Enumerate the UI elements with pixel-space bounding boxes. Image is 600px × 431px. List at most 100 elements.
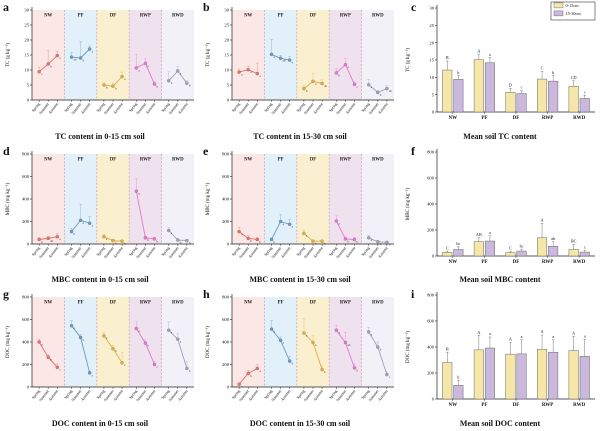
svg-text:0-15cm: 0-15cm [566, 3, 580, 8]
panel-h: h NW PF DF RWP RWD 0 200 400 600 800 DOC (mg kg⁻¹)… [200, 287, 400, 431]
svg-text:25: 25 [224, 23, 229, 28]
panel-b: b NW PF DF RWP RWD 0 5 10 15 20 25 30 TC (g kg⁻¹) a Sp… [200, 0, 400, 144]
svg-text:0: 0 [27, 241, 30, 246]
svg-text:Autumn: Autumn [344, 245, 356, 258]
svg-text:c: c [156, 365, 158, 369]
svg-text:DOC (mg kg⁻¹): DOC (mg kg⁻¹) [205, 326, 211, 358]
svg-text:b: b [347, 239, 349, 243]
svg-text:800: 800 [222, 151, 230, 156]
regions: NW PF DF RWP RWD [32, 10, 194, 100]
svg-text:a: a [106, 337, 108, 341]
svg-text:RWP: RWP [340, 14, 351, 19]
svg-text:b: b [315, 241, 317, 245]
svg-text:Autumn: Autumn [177, 389, 189, 402]
svg-text:CD: CD [571, 75, 577, 80]
svg-text:5: 5 [432, 92, 435, 97]
svg-text:NW: NW [448, 116, 457, 121]
svg-text:800: 800 [22, 151, 30, 156]
svg-text:c: c [59, 368, 61, 372]
svg-text:ab: ab [551, 236, 555, 241]
panel-a-chart: NW PF DF RWP RWD 0 5 10 15 20 25 30 TC (g kg⁻¹) c Spri… [5, 7, 194, 115]
svg-text:A: A [541, 330, 544, 335]
svg-text:MBC (mg kg⁻¹): MBC (mg kg⁻¹) [205, 182, 211, 215]
svg-text:Autumn: Autumn [377, 102, 389, 115]
svg-text:Spring: Spring [263, 245, 274, 256]
svg-text:b: b [147, 344, 149, 348]
svg-text:a: a [180, 340, 182, 344]
bars: Cbc NW AB a PF C bc DF Aab RWP BC c RWD [442, 217, 590, 265]
svg-text:RWD: RWD [372, 301, 384, 306]
svg-text:PF: PF [78, 301, 84, 306]
svg-text:PF: PF [78, 157, 84, 162]
svg-text:NW: NW [44, 14, 52, 19]
svg-text:30: 30 [24, 8, 29, 13]
svg-text:5: 5 [227, 83, 230, 88]
svg-text:15: 15 [429, 58, 434, 63]
regions: NW PF DF RWP RWD [232, 10, 394, 100]
svg-text:b: b [292, 61, 294, 65]
svg-text:Spring: Spring [263, 389, 274, 400]
svg-text:Autumn: Autumn [279, 389, 291, 402]
svg-text:a: a [41, 343, 43, 347]
svg-text:a: a [138, 191, 140, 195]
svg-text:Autumn: Autumn [79, 102, 91, 115]
svg-text:RWD: RWD [172, 301, 184, 306]
svg-text:b: b [156, 85, 158, 89]
svg-text:Spring: Spring [160, 102, 171, 113]
svg-text:Autumn: Autumn [112, 245, 124, 258]
svg-text:10: 10 [224, 68, 229, 73]
svg-text:DF: DF [310, 14, 316, 19]
svg-text:a: a [521, 334, 523, 339]
legend: 0-15cm 15-30cm [550, 1, 596, 21]
svg-text:b: b [457, 70, 459, 75]
svg-text:a: a [241, 232, 243, 236]
svg-text:NW: NW [244, 301, 252, 306]
svg-text:MBC (mg kg⁻¹): MBC (mg kg⁻¹) [405, 187, 411, 220]
svg-text:400: 400 [427, 201, 435, 206]
svg-text:D: D [509, 83, 512, 88]
svg-text:c: c [389, 375, 391, 379]
panel-b-chart: NW PF DF RWP RWD 0 5 10 15 20 25 30 TC (g kg⁻¹) a Spri… [205, 7, 394, 115]
svg-text:Spring: Spring [63, 102, 74, 113]
svg-text:c: c [584, 244, 586, 249]
svg-text:b: b [171, 81, 173, 85]
svg-text:Spring: Spring [360, 389, 371, 400]
svg-text:Autumn: Autumn [144, 389, 156, 402]
svg-text:a: a [274, 330, 276, 334]
svg-text:Spring: Spring [30, 389, 41, 400]
axes: 0 200 400 600 800 DOC (mg kg⁻¹) [5, 294, 194, 390]
svg-text:Spring: Spring [95, 389, 106, 400]
svg-text:Spring: Spring [328, 102, 339, 113]
svg-text:Spring: Spring [30, 245, 41, 256]
svg-text:0: 0 [432, 397, 435, 402]
svg-text:b: b [106, 85, 108, 89]
svg-text:c: c [356, 85, 358, 89]
svg-text:Spring: Spring [360, 245, 371, 256]
svg-text:c: c [92, 374, 94, 378]
svg-text:PF: PF [481, 404, 487, 409]
svg-text:b: b [356, 369, 358, 373]
svg-text:ab: ab [50, 238, 53, 242]
svg-text:a: a [241, 73, 243, 77]
svg-text:DF: DF [310, 157, 316, 162]
svg-text:Spring: Spring [360, 102, 371, 113]
panel-letter-c: c [411, 0, 417, 14]
svg-text:Spring: Spring [30, 102, 41, 113]
svg-text:DF: DF [110, 157, 116, 162]
svg-text:0: 0 [432, 253, 435, 258]
svg-text:a: a [259, 74, 261, 78]
svg-text:DOC (mg kg⁻¹): DOC (mg kg⁻¹) [405, 331, 411, 363]
svg-text:ab: ab [283, 59, 286, 63]
svg-text:600: 600 [222, 174, 230, 179]
panel-a-caption: TC content in 0-15 cm soil [55, 131, 145, 141]
svg-text:Autumn: Autumn [144, 245, 156, 258]
regions: NW PF DF RWP RWD [32, 297, 194, 388]
svg-text:Autumn: Autumn [377, 245, 389, 258]
svg-text:PF: PF [78, 14, 84, 19]
svg-text:b: b [552, 70, 554, 75]
svg-text:Spring: Spring [328, 245, 339, 256]
svg-text:0: 0 [27, 98, 30, 103]
svg-text:Autumn: Autumn [279, 102, 291, 115]
